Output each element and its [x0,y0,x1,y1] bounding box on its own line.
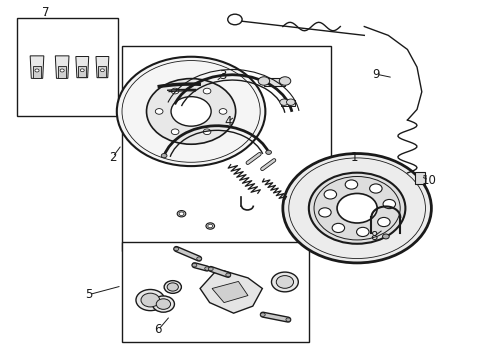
Polygon shape [212,282,247,303]
Polygon shape [98,66,106,77]
Bar [17,18,117,117]
Circle shape [324,190,336,199]
Polygon shape [76,57,88,78]
Circle shape [265,150,271,154]
Polygon shape [55,56,69,78]
Text: 7: 7 [42,6,49,19]
Circle shape [285,318,290,321]
Circle shape [271,272,298,292]
Text: 4: 4 [224,115,231,128]
Circle shape [117,57,265,166]
Circle shape [174,247,178,251]
Circle shape [205,223,214,229]
Bar [122,46,330,251]
Circle shape [171,88,179,94]
Circle shape [345,180,357,189]
Circle shape [156,299,170,309]
Circle shape [35,69,39,72]
Circle shape [196,257,201,260]
Circle shape [164,281,181,293]
Text: 2: 2 [109,150,116,163]
Circle shape [171,96,211,126]
Polygon shape [200,271,262,313]
Circle shape [171,129,179,135]
Text: 5: 5 [85,288,92,301]
Circle shape [279,77,290,85]
Circle shape [382,199,395,209]
Bar [122,242,308,342]
Circle shape [308,173,405,244]
Text: 10: 10 [421,174,436,186]
Text: 9: 9 [372,68,379,81]
Circle shape [318,208,330,217]
Circle shape [146,78,235,144]
Circle shape [192,264,197,267]
Circle shape [141,293,160,307]
Circle shape [276,276,293,288]
Circle shape [286,99,295,105]
Circle shape [369,184,381,193]
Bar [414,172,424,184]
Circle shape [313,176,399,240]
Circle shape [219,109,226,114]
Circle shape [203,129,210,135]
Circle shape [101,69,104,72]
Polygon shape [33,66,41,78]
Bar [281,100,294,106]
Circle shape [258,77,269,85]
Circle shape [179,212,183,216]
Text: 6: 6 [154,323,162,337]
Polygon shape [96,57,109,78]
Text: 3: 3 [219,69,226,82]
Circle shape [203,88,210,94]
Circle shape [377,217,389,226]
Polygon shape [30,56,44,78]
Circle shape [177,211,185,217]
Circle shape [207,224,212,228]
Circle shape [208,267,213,271]
Polygon shape [58,66,66,78]
Circle shape [356,227,368,237]
Circle shape [282,153,430,263]
Circle shape [204,267,209,270]
Circle shape [260,313,264,316]
Circle shape [225,273,230,276]
Circle shape [161,153,167,158]
Circle shape [167,283,178,291]
Circle shape [336,193,376,223]
Circle shape [60,69,64,72]
Circle shape [136,289,164,311]
Circle shape [279,99,288,105]
Circle shape [152,296,174,312]
Circle shape [80,69,84,72]
Text: 1: 1 [350,150,358,163]
Circle shape [382,234,388,239]
Circle shape [331,223,344,233]
Polygon shape [78,66,86,77]
Bar [264,78,285,86]
Circle shape [155,109,163,114]
Text: 8: 8 [369,230,377,243]
